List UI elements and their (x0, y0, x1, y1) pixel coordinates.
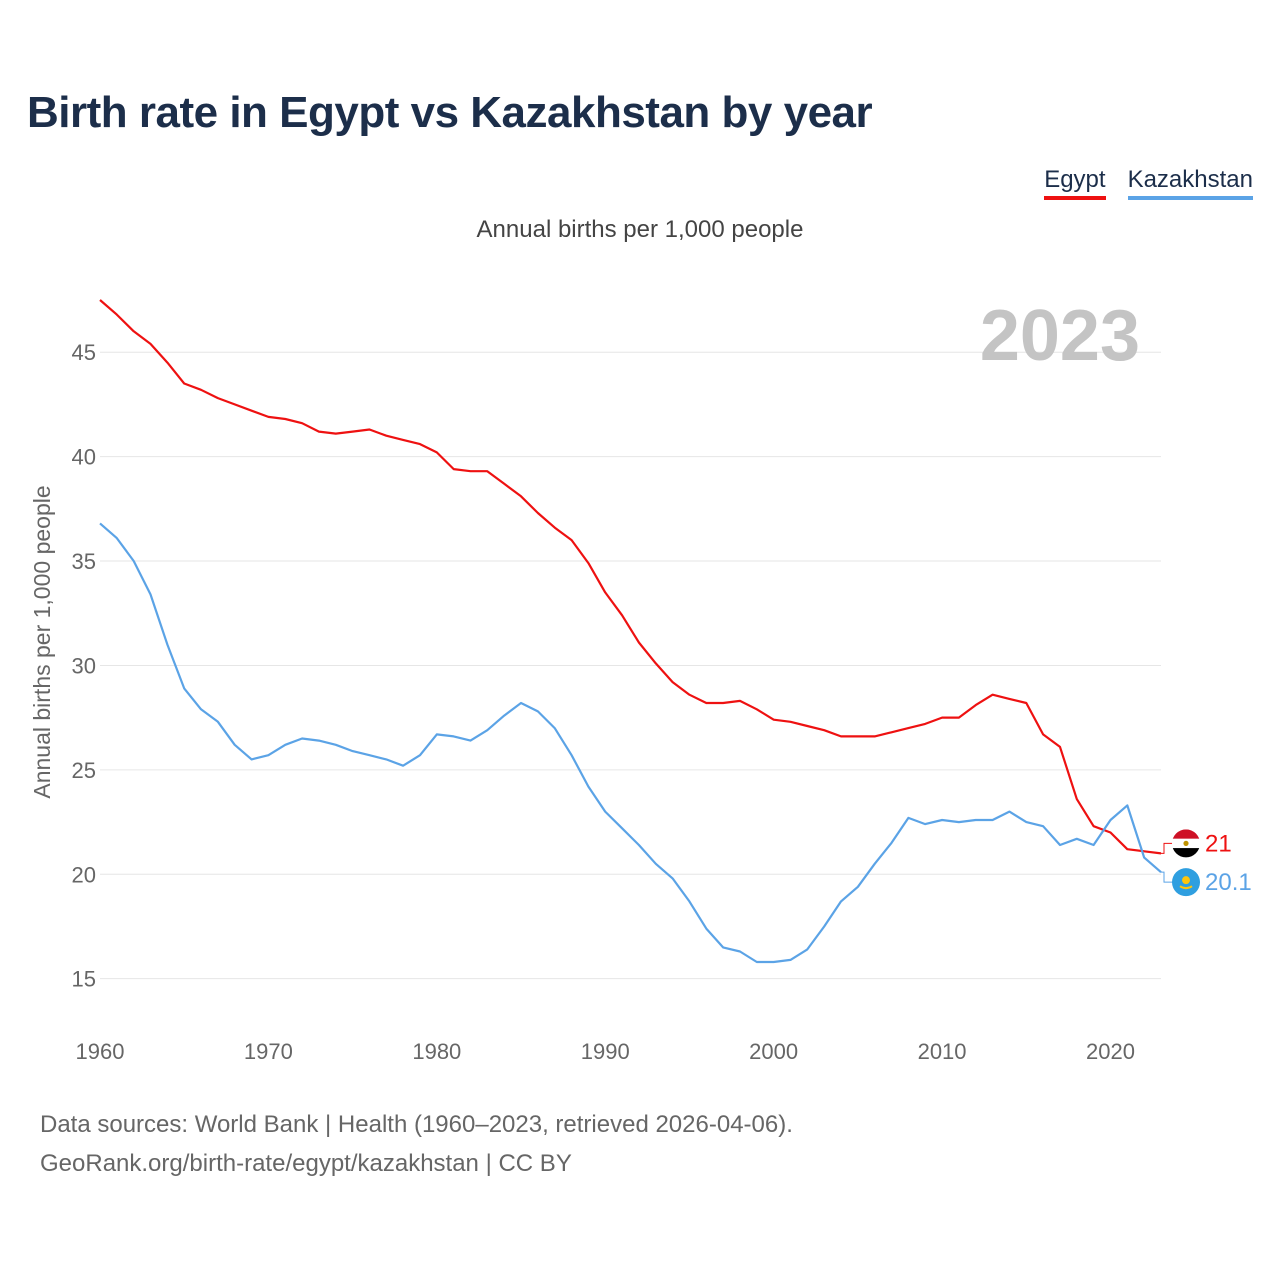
series-end-markers: 21 20.1 (1161, 829, 1252, 897)
y-tick-label-25: 25 (72, 758, 96, 783)
page-title: Birth rate in Egypt vs Kazakhstan by yea… (27, 88, 873, 137)
y-tick-label-15: 15 (72, 967, 96, 992)
y-tick-label-30: 30 (72, 653, 96, 678)
series-lines (99, 299, 1162, 964)
legend: Egypt Kazakhstan (1044, 166, 1253, 200)
footer: Data sources: World Bank | Health (1960–… (40, 1105, 793, 1183)
flag-kazakhstan-icon (1172, 868, 1200, 897)
legend-item-egypt[interactable]: Egypt (1044, 166, 1106, 200)
x-tick-label-2010: 2010 (918, 1039, 967, 1064)
chart-subtitle: Annual births per 1,000 people (476, 216, 804, 243)
footer-link: GeoRank.org/birth-rate/egypt/kazakhstan … (40, 1150, 572, 1177)
footer-sources: Data sources: World Bank | Health (1960–… (40, 1111, 793, 1138)
y-tick-label-35: 35 (72, 549, 96, 574)
series-line-kazakhstan (99, 522, 1162, 964)
x-tick-label-1960: 1960 (76, 1039, 125, 1064)
y-tick-label-20: 20 (72, 862, 96, 887)
y-tick-label-40: 40 (72, 445, 96, 470)
end-value-label-egypt: 21 (1205, 830, 1232, 857)
flag-egypt-icon (1172, 829, 1200, 858)
year-watermark: 2023 (980, 296, 1140, 376)
series-line-egypt (99, 299, 1162, 855)
x-tick-label-1990: 1990 (581, 1039, 630, 1064)
x-tick-label-1970: 1970 (244, 1039, 293, 1064)
x-tick-label-1980: 1980 (412, 1039, 461, 1064)
x-tick-label-2000: 2000 (749, 1039, 798, 1064)
y-tick-label-45: 45 (72, 340, 96, 365)
y-axis-ticks: 15 20 25 30 35 40 45 (72, 340, 96, 991)
end-value-label-kazakhstan: 20.1 (1205, 869, 1252, 896)
x-tick-label-2020: 2020 (1086, 1039, 1135, 1064)
legend-item-kazakhstan[interactable]: Kazakhstan (1127, 166, 1253, 200)
end-connector-egypt (1161, 842, 1173, 854)
x-axis-ticks: 1960 1970 1980 1990 2000 2010 2020 (76, 1039, 1135, 1064)
gridlines (100, 351, 1161, 980)
end-connector-kazakhstan (1161, 871, 1173, 883)
y-axis-label: Annual births per 1,000 people (29, 485, 55, 798)
